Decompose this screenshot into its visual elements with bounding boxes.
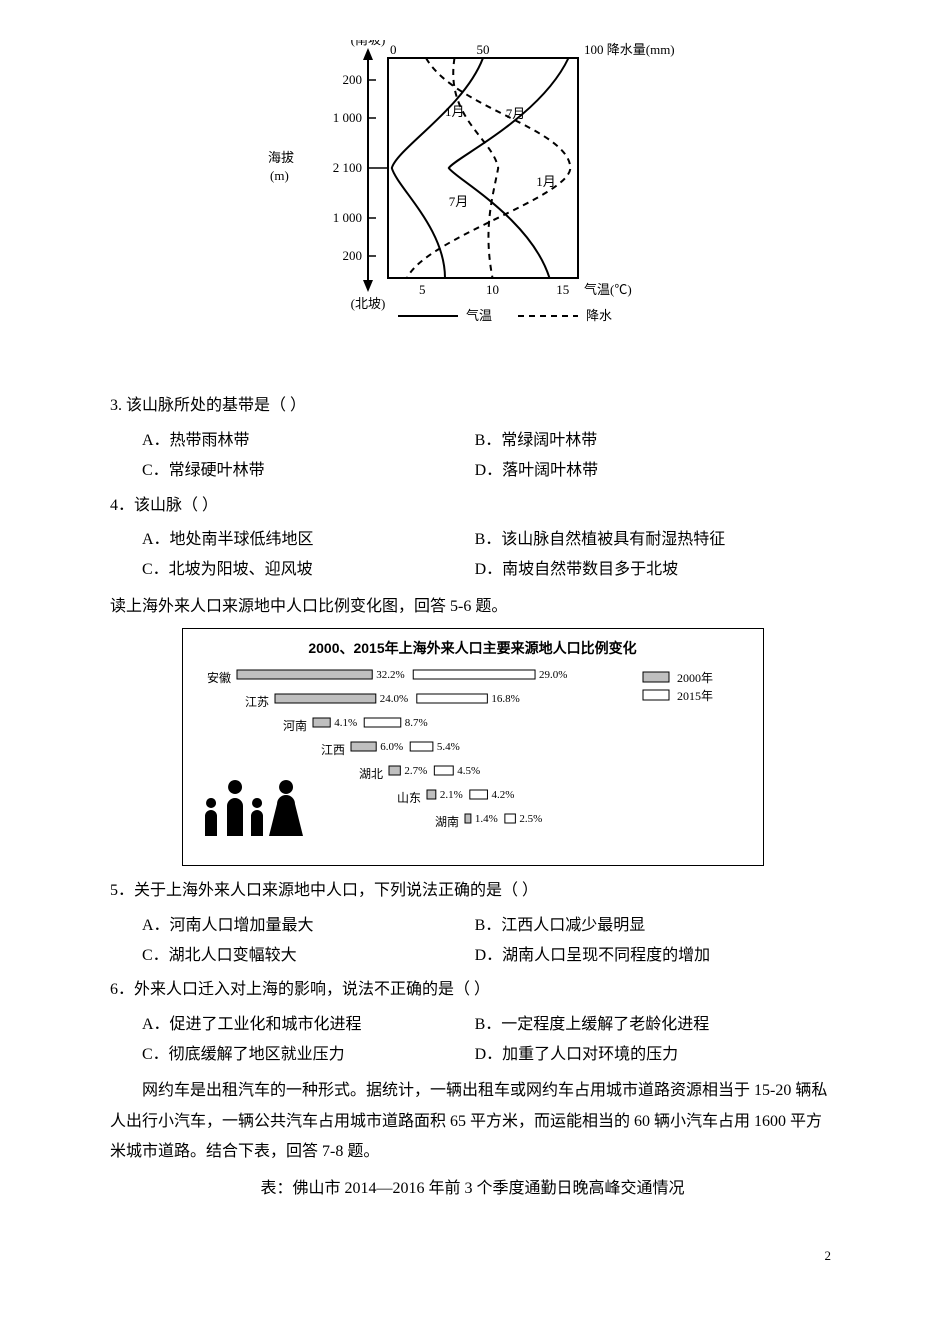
svg-text:2015年: 2015年 <box>677 689 713 703</box>
q4-option-d: D．南坡自然带数目多于北坡 <box>475 555 808 585</box>
q5-option-a: A．河南人口增加量最大 <box>142 911 475 941</box>
q6-options: A．促进了工业化和城市化进程 B．一定程度上缓解了老龄化进程 C．彻底缓解了地区… <box>142 1010 835 1071</box>
svg-text:1月: 1月 <box>445 104 465 119</box>
q6-stem: 6．外来人口迁入对上海的影响，说法不正确的是（ ） <box>110 975 835 1005</box>
svg-text:10: 10 <box>486 282 499 297</box>
svg-text:(南坡): (南坡) <box>350 40 385 47</box>
svg-text:安徽: 安徽 <box>206 670 230 685</box>
q6-option-a: A．促进了工业化和城市化进程 <box>142 1010 475 1040</box>
svg-text:5.4%: 5.4% <box>436 741 459 753</box>
q5-option-d: D．湖南人口呈现不同程度的增加 <box>475 941 808 971</box>
q4-option-b: B．该山脉自然植被具有耐湿热特征 <box>475 525 808 555</box>
q5-option-b: B．江西人口减少最明显 <box>475 911 808 941</box>
q6-option-b: B．一定程度上缓解了老龄化进程 <box>475 1010 808 1040</box>
mountain-chart: (南坡) (北坡) 海拔 (m) 200 1 000 2 100 1 000 200 0 50 100… <box>110 40 835 381</box>
svg-text:河南: 河南 <box>282 718 306 733</box>
svg-text:0: 0 <box>390 42 397 57</box>
q4-options: A．地处南半球低纬地区 B．该山脉自然植被具有耐湿热特征 C．北坡为阳坡、迎风坡… <box>142 525 835 586</box>
svg-text:气温(℃): 气温(℃) <box>584 282 632 297</box>
svg-text:32.2%: 32.2% <box>376 669 404 681</box>
q4-option-a: A．地处南半球低纬地区 <box>142 525 475 555</box>
page-number: 2 <box>110 1244 835 1269</box>
svg-text:湖北: 湖北 <box>358 766 382 781</box>
barchart-title: 2000、2015年上海外来人口主要来源地人口比例变化 <box>193 635 753 662</box>
q6-option-d: D．加重了人口对环境的压力 <box>475 1040 808 1070</box>
table-caption: 表：佛山市 2014—2016 年前 3 个季度通勤日晚高峰交通情况 <box>110 1174 835 1204</box>
svg-text:1 000: 1 000 <box>332 110 361 125</box>
svg-text:气温: 气温 <box>466 308 492 323</box>
svg-text:6.0%: 6.0% <box>380 741 403 753</box>
svg-text:1月: 1月 <box>536 174 556 189</box>
q3-stem: 3. 该山脉所处的基带是（ ） <box>110 391 835 421</box>
svg-text:2000年: 2000年 <box>677 671 713 685</box>
svg-text:5: 5 <box>418 282 425 297</box>
q6-option-c: C．彻底缓解了地区就业压力 <box>142 1040 475 1070</box>
q3-options: A．热带雨林带 B．常绿阔叶林带 C．常绿硬叶林带 D．落叶阔叶林带 <box>142 426 835 487</box>
svg-text:7月: 7月 <box>505 106 525 121</box>
intro-7-8: 网约车是出租汽车的一种形式。据统计，一辆出租车或网约车占用城市道路资源相当于 1… <box>110 1076 835 1167</box>
intro-5-6: 读上海外来人口来源地中人口比例变化图，回答 5-6 题。 <box>110 592 835 622</box>
svg-text:江苏: 江苏 <box>244 695 268 709</box>
shanghai-barchart-svg: 2000年 2015年 安徽 32.2% 29.0% 江苏 24.0% 16.8% 河南 4.1%… <box>193 666 753 844</box>
svg-text:7月: 7月 <box>448 194 468 209</box>
svg-text:4.2%: 4.2% <box>491 789 514 801</box>
q3-option-b: B．常绿阔叶林带 <box>475 426 808 456</box>
svg-text:4.1%: 4.1% <box>334 717 357 729</box>
mountain-chart-svg: (南坡) (北坡) 海拔 (m) 200 1 000 2 100 1 000 200 0 50 100… <box>243 40 703 370</box>
svg-text:2.1%: 2.1% <box>439 789 462 801</box>
svg-text:1.4%: 1.4% <box>474 813 497 825</box>
svg-text:降水: 降水 <box>586 308 612 323</box>
q5-options: A．河南人口增加量最大 B．江西人口减少最明显 C．湖北人口变幅较大 D．湖南人… <box>142 911 835 972</box>
svg-text:2 100: 2 100 <box>332 160 361 175</box>
svg-text:200: 200 <box>342 72 362 87</box>
svg-text:29.0%: 29.0% <box>539 669 567 681</box>
q5-option-c: C．湖北人口变幅较大 <box>142 941 475 971</box>
svg-text:(北坡): (北坡) <box>350 296 385 311</box>
svg-text:15: 15 <box>556 282 569 297</box>
svg-text:50: 50 <box>476 42 489 57</box>
q3-option-a: A．热带雨林带 <box>142 426 475 456</box>
svg-text:200: 200 <box>342 248 362 263</box>
svg-text:海拔: 海拔 <box>268 150 294 165</box>
svg-text:4.5%: 4.5% <box>457 765 480 777</box>
svg-text:2.5%: 2.5% <box>519 813 542 825</box>
svg-text:山东: 山东 <box>396 791 420 805</box>
shanghai-barchart-box: 2000、2015年上海外来人口主要来源地人口比例变化 2000年 2015年 安徽… <box>182 628 764 866</box>
svg-text:8.7%: 8.7% <box>404 717 427 729</box>
svg-text:1 000: 1 000 <box>332 210 361 225</box>
q4-option-c: C．北坡为阳坡、迎风坡 <box>142 555 475 585</box>
svg-text:(m): (m) <box>270 168 289 183</box>
q3-option-d: D．落叶阔叶林带 <box>475 456 808 486</box>
q5-stem: 5．关于上海外来人口来源地中人口，下列说法正确的是（ ） <box>110 876 835 906</box>
svg-text:湖南: 湖南 <box>434 814 458 829</box>
svg-text:100 降水量(mm): 100 降水量(mm) <box>584 42 675 57</box>
svg-text:24.0%: 24.0% <box>379 693 407 705</box>
svg-text:2.7%: 2.7% <box>404 765 427 777</box>
svg-text:16.8%: 16.8% <box>491 693 519 705</box>
shanghai-barchart-wrap: 2000、2015年上海外来人口主要来源地人口比例变化 2000年 2015年 安徽… <box>110 628 835 866</box>
svg-text:江西: 江西 <box>320 743 344 757</box>
q4-stem: 4．该山脉（ ） <box>110 491 835 521</box>
q3-option-c: C．常绿硬叶林带 <box>142 456 475 486</box>
